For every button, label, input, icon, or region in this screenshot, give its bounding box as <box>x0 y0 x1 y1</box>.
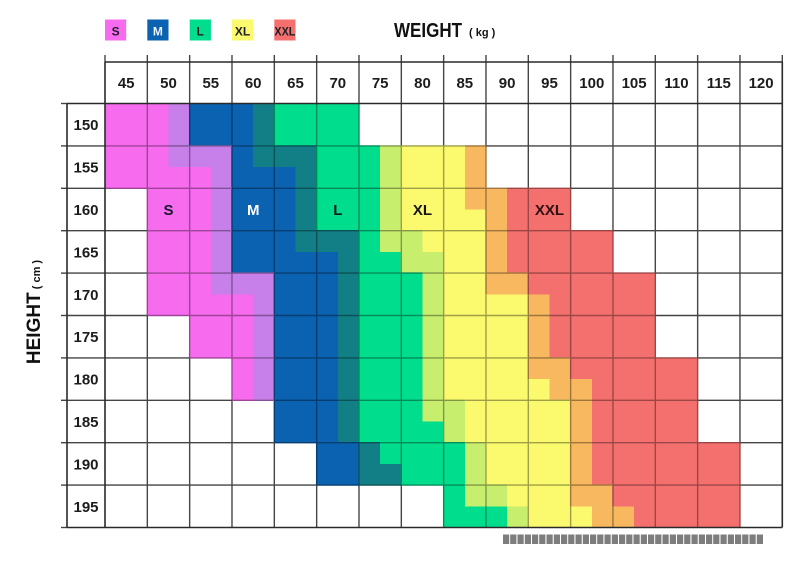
svg-text:105: 105 <box>622 75 647 92</box>
svg-text:195: 195 <box>73 499 98 516</box>
svg-text:70: 70 <box>329 75 346 92</box>
svg-text:45: 45 <box>118 75 135 92</box>
svg-text:S: S <box>163 202 173 219</box>
svg-text:90: 90 <box>499 75 516 92</box>
svg-text:WEIGHT: WEIGHT <box>394 20 462 42</box>
svg-text:185: 185 <box>73 414 98 431</box>
svg-text:160: 160 <box>73 202 98 219</box>
svg-text:M: M <box>247 202 260 219</box>
svg-text:190: 190 <box>73 456 98 473</box>
svg-text:95: 95 <box>541 75 558 92</box>
svg-text:60: 60 <box>245 75 262 92</box>
svg-text:XL: XL <box>413 202 432 219</box>
svg-text:170: 170 <box>73 287 98 304</box>
svg-text:M: M <box>153 25 163 39</box>
svg-text:155: 155 <box>73 160 98 177</box>
svg-text:165: 165 <box>73 244 98 261</box>
svg-text:55: 55 <box>202 75 219 92</box>
svg-text:150: 150 <box>73 117 98 134</box>
svg-text:L: L <box>333 202 342 219</box>
svg-text:175: 175 <box>73 329 98 346</box>
svg-text:XXL: XXL <box>274 25 295 39</box>
svg-text:120: 120 <box>749 75 774 92</box>
svg-text:85: 85 <box>456 75 473 92</box>
svg-text:75: 75 <box>372 75 389 92</box>
svg-text:115: 115 <box>707 75 731 92</box>
svg-text:XL: XL <box>235 25 250 39</box>
svg-text:XXL: XXL <box>535 202 564 219</box>
svg-text:110: 110 <box>664 75 688 92</box>
svg-text:( kg ): ( kg ) <box>469 27 496 39</box>
svg-text:100: 100 <box>579 75 604 92</box>
svg-text:180: 180 <box>73 372 98 389</box>
svg-text:80: 80 <box>414 75 431 92</box>
svg-text:S: S <box>112 25 120 39</box>
svg-text:50: 50 <box>160 75 177 92</box>
svg-text:65: 65 <box>287 75 304 92</box>
svg-text:L: L <box>197 25 204 39</box>
